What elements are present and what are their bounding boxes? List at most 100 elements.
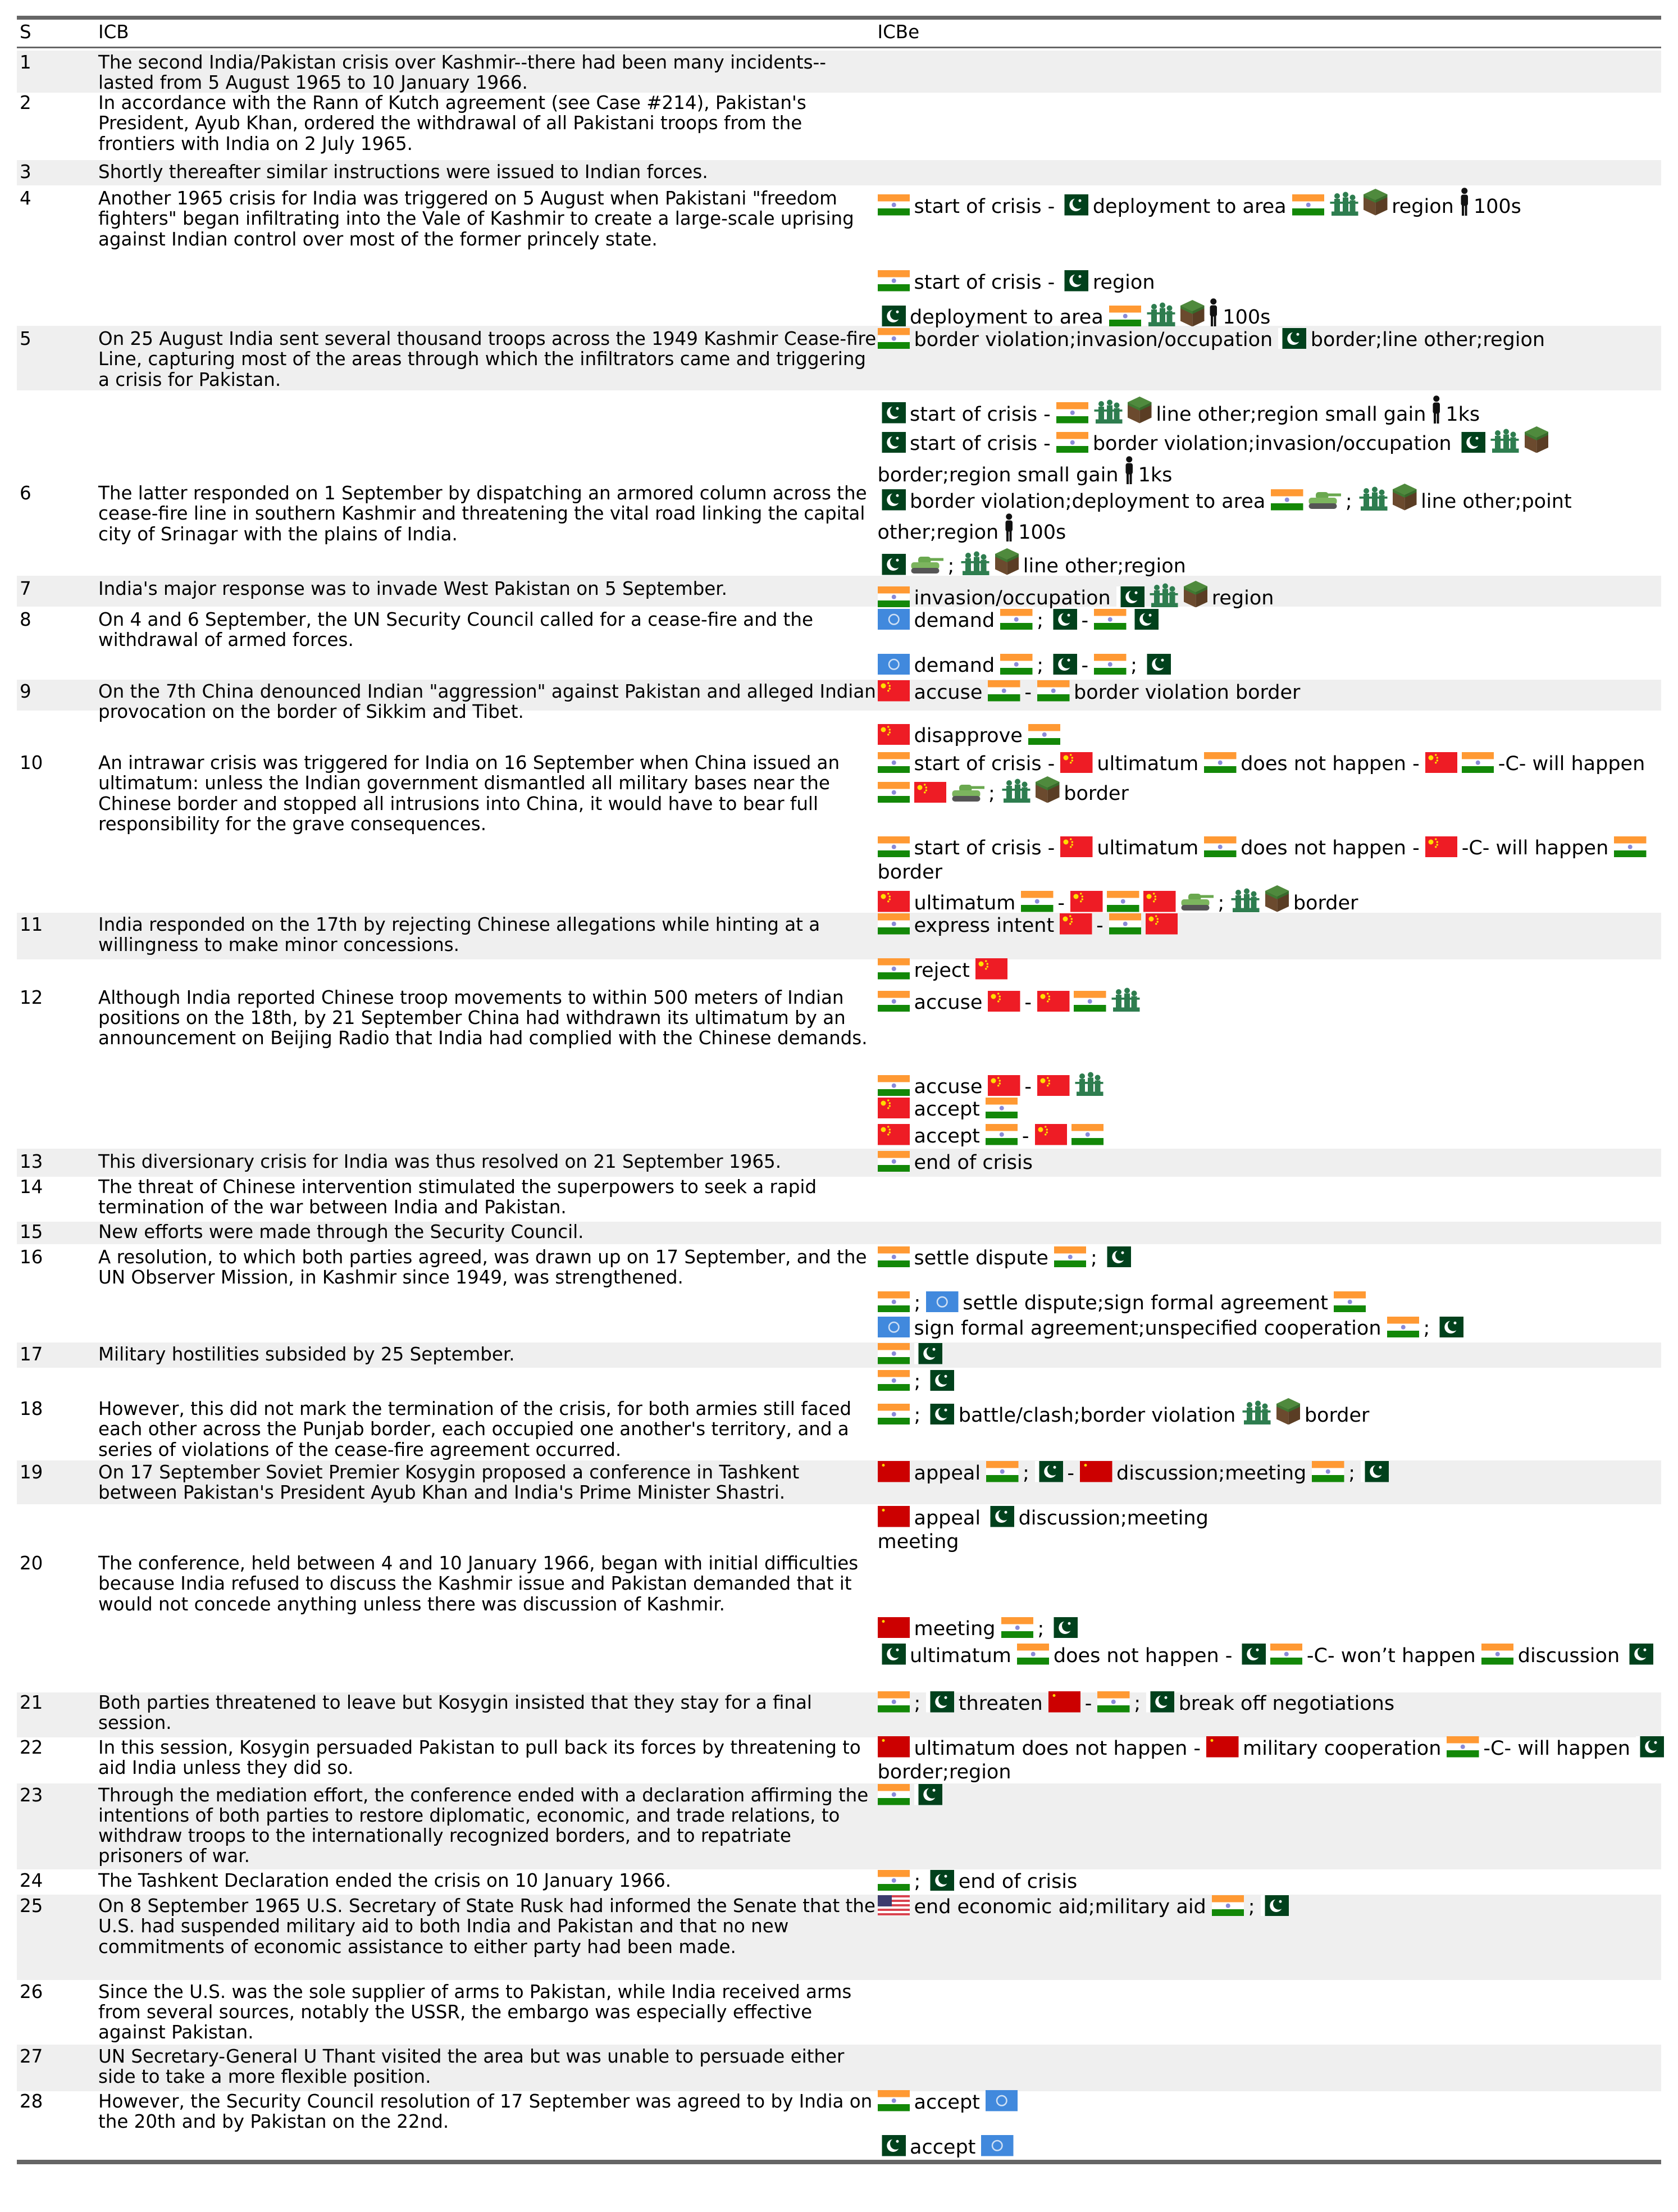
pakistan-flag-icon <box>1049 653 1077 675</box>
land-block-icon <box>1128 397 1152 424</box>
pakistan-flag-icon <box>1146 1691 1175 1713</box>
icb-sentence: Although India reported Chinese troop mo… <box>98 986 868 1049</box>
event-text: ; <box>1248 1896 1255 1919</box>
event-text: settle dispute;sign formal agreement <box>963 1292 1328 1315</box>
icbe-event: ; line other;region <box>877 548 1672 578</box>
india-flag-icon <box>877 1246 910 1268</box>
icbe-event: invasion/occupation region <box>877 580 1672 611</box>
event-text: appeal <box>914 1462 981 1485</box>
person-icon <box>1004 513 1014 542</box>
china-flag-icon <box>1037 1075 1070 1096</box>
icbe-event: ; end of crisis <box>877 1869 1672 1894</box>
india-flag-icon <box>877 2090 910 2111</box>
india-flag-icon <box>877 1369 910 1391</box>
pakistan-flag-icon <box>926 1369 955 1391</box>
pakistan-flag-icon <box>1635 1736 1664 1758</box>
india-flag-icon <box>1109 913 1142 935</box>
header-rule <box>17 46 1661 49</box>
event-text: start of crisis - <box>914 753 1055 776</box>
event-text: ; <box>1423 1317 1430 1340</box>
india-flag-icon <box>877 586 910 608</box>
event-text: region <box>1092 271 1155 294</box>
china-flag-icon <box>877 891 910 912</box>
india-flag-icon <box>877 1343 910 1364</box>
china-flag-icon <box>975 958 1008 980</box>
icbe-event: ; threaten -; break off negotiations <box>877 1691 1672 1715</box>
pakistan-flag-icon <box>877 489 906 511</box>
icb-sentence: India responded on the 17th by rejecting… <box>98 913 820 955</box>
icb-sentence: Through the mediation effort, the confer… <box>98 1784 869 1867</box>
icb-sentence: This diversionary crisis for India was t… <box>98 1151 782 1172</box>
event-text: settle dispute <box>914 1247 1048 1270</box>
event-text: demand <box>914 654 995 677</box>
icb-sentence: In this session, Kosygin persuaded Pakis… <box>98 1736 861 1778</box>
event-text: - <box>1024 991 1032 1014</box>
event-text: line other;region <box>1023 554 1186 577</box>
row-stripe <box>17 1783 1661 1869</box>
event-text: break off negotiations <box>1178 1692 1395 1715</box>
india-flag-icon <box>877 1075 910 1096</box>
event-text: - <box>1057 891 1065 914</box>
india-flag-icon <box>1037 680 1070 702</box>
person-icon <box>1209 298 1219 327</box>
event-text: accuse <box>914 991 983 1014</box>
event-text: end economic aid;military aid <box>914 1896 1206 1919</box>
row-number: 21 <box>20 1691 43 1713</box>
pakistan-flag-icon <box>1050 1617 1078 1638</box>
header-icbe: ICBe <box>877 21 920 43</box>
event-text: 100s <box>1223 306 1271 329</box>
india-flag-icon <box>1204 752 1237 773</box>
tank-icon <box>910 554 943 575</box>
pakistan-flag-icon <box>1142 653 1171 675</box>
row-stripe <box>17 680 1661 711</box>
india-flag-icon <box>1001 1617 1034 1638</box>
pakistan-flag-icon <box>1102 1246 1131 1268</box>
row-number: 27 <box>20 2045 43 2067</box>
india-flag-icon <box>877 270 910 292</box>
event-text: border <box>1304 1404 1370 1427</box>
event-text: border <box>1293 891 1358 914</box>
pakistan-flag-icon <box>1260 1895 1289 1917</box>
row-number: 11 <box>20 913 43 935</box>
icbe-event: appeal discussion;meeting meeting <box>877 1506 1672 1554</box>
event-text: - <box>1081 609 1089 632</box>
event-text: accept <box>914 1125 980 1148</box>
event-text: 100s <box>1473 195 1521 218</box>
row-number: 8 <box>20 609 31 630</box>
icb-sentence: On the 7th China denounced Indian "aggre… <box>98 680 876 722</box>
event-text: border <box>1064 782 1129 805</box>
event-text: ; <box>914 1292 921 1315</box>
event-text: express intent <box>914 914 1055 937</box>
event-text: - <box>1096 914 1104 937</box>
event-text: ; <box>1348 1462 1356 1485</box>
event-text: appeal <box>914 1506 981 1530</box>
india-flag-icon <box>1211 1895 1244 1917</box>
land-block-icon <box>1265 885 1289 912</box>
event-text: start of crisis - <box>910 433 1051 456</box>
icbe-event: ultimatum does not happen - military coop… <box>877 1736 1672 1785</box>
event-text: -C- will happen <box>1483 1737 1630 1760</box>
soldiers-icon <box>1230 887 1261 912</box>
row-number: 9 <box>20 680 31 702</box>
icbe-event: ; battle/clash;border violation border <box>877 1398 1672 1428</box>
icbe-event: accuse - <box>877 986 1672 1015</box>
row-stripe <box>17 1222 1661 1244</box>
pakistan-flag-icon <box>1361 1461 1389 1482</box>
event-text: does not happen - <box>1241 753 1420 776</box>
icbe-event: deployment to area 100s <box>877 298 1672 330</box>
india-flag-icon <box>1461 752 1494 773</box>
row-number: 20 <box>20 1553 43 1574</box>
usa-flag-icon <box>877 1895 910 1917</box>
row-number: 15 <box>20 1221 43 1242</box>
icb-sentence: India's major response was to invade Wes… <box>98 578 727 599</box>
event-text: battle/clash;border violation <box>958 1404 1236 1427</box>
pakistan-flag-icon <box>926 1691 955 1713</box>
event-text: ultimatum <box>914 891 1016 914</box>
icbe-event: meeting; <box>877 1617 1672 1641</box>
icb-sentence: On 8 September 1965 U.S. Secretary of St… <box>98 1895 876 1958</box>
icbe-event: accept <box>877 2135 1672 2159</box>
land-block-icon <box>1180 299 1205 327</box>
icb-sentence: The threat of Chinese intervention stimu… <box>98 1176 817 1218</box>
india-flag-icon <box>877 1869 910 1891</box>
event-text: meeting <box>877 1531 959 1554</box>
